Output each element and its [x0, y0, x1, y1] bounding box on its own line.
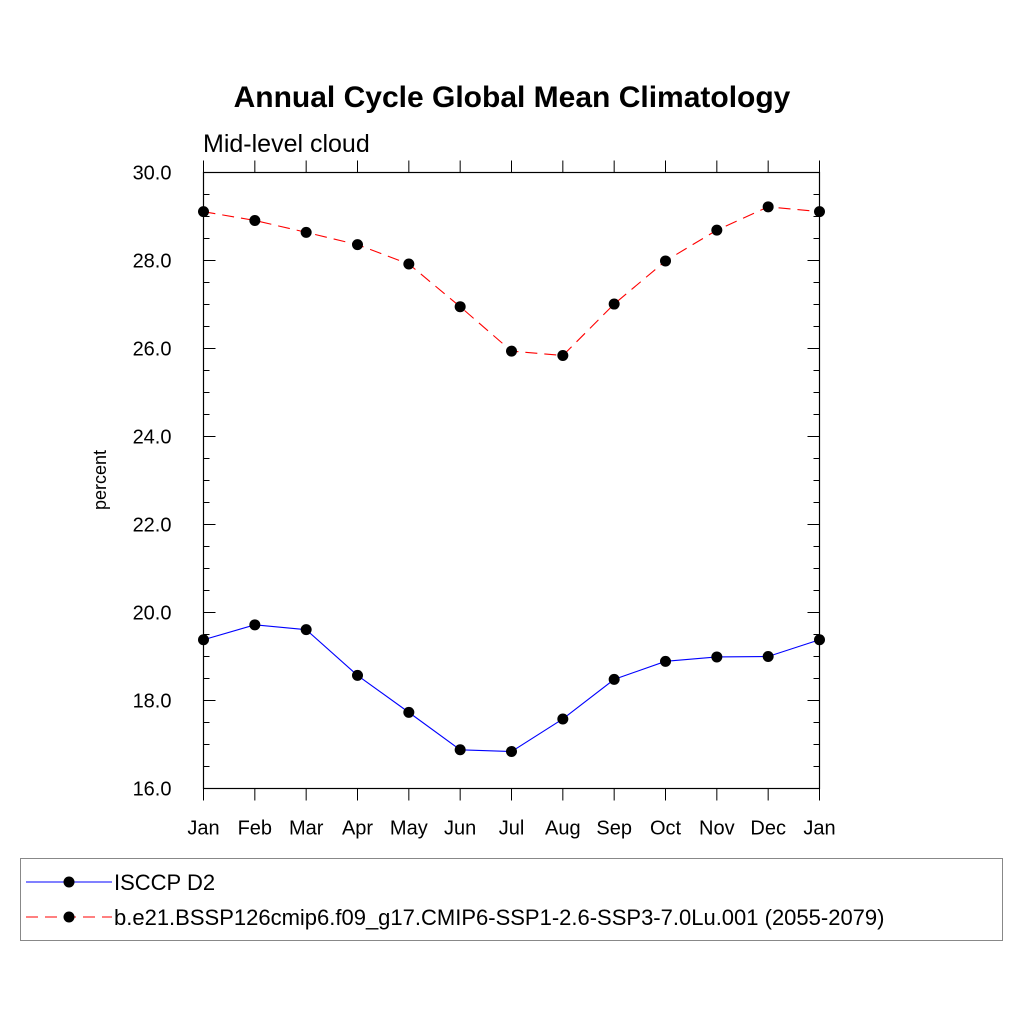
y-tick-label: 20.0: [133, 603, 172, 625]
x-tick-label: Dec: [750, 818, 786, 840]
x-tick-label: Jan: [803, 818, 835, 840]
legend-entry-1: ISCCP D2: [114, 870, 215, 895]
y-tick-label: 30.0: [133, 163, 172, 185]
x-tick-label: Jun: [444, 818, 476, 840]
series-2-point: [403, 258, 415, 270]
x-tick-label: Sep: [596, 818, 632, 840]
y-tick-label: 26.0: [133, 339, 172, 361]
series-1-point: [711, 651, 723, 663]
y-axis-label: percent: [90, 450, 110, 510]
series-2-point: [506, 345, 517, 357]
series-line-2: [203, 206, 820, 357]
series-2-point: [608, 298, 620, 310]
plot-area: [198, 201, 825, 758]
x-tick-label: May: [390, 818, 428, 840]
chart-title: Annual Cycle Global Mean Climatology: [234, 81, 791, 114]
y-tick-label: 16.0: [133, 779, 172, 801]
y-tick-label: 22.0: [133, 515, 172, 537]
y-tick-label: 28.0: [133, 251, 172, 273]
series-1-point: [249, 619, 261, 631]
series-1-point: [660, 655, 671, 667]
series-1-point: [403, 706, 415, 718]
legend-box: [20, 858, 1003, 941]
series-2-point: [557, 350, 569, 362]
axis-ticks: 16.0 18.0 20.0 22.0 24.0 26.0 28.0 30.0 Jan Feb Ma…: [133, 160, 836, 840]
series-1-point: [557, 713, 569, 725]
series-2-point: [454, 301, 466, 313]
legend-marker-1: [63, 876, 75, 888]
y-tick-label: 24.0: [133, 427, 172, 449]
series-1-point: [506, 746, 517, 758]
series-2-point: [711, 224, 723, 236]
legend-marker-2: [63, 911, 75, 923]
x-tick-label: Jan: [187, 818, 219, 840]
series-2-point: [762, 201, 774, 213]
x-tick-label: Nov: [699, 818, 735, 840]
series-1-point: [300, 624, 312, 636]
x-tick-label: Apr: [342, 818, 373, 840]
series-line-1: [203, 624, 820, 753]
series-2-point: [249, 214, 261, 226]
series-2-point: [352, 239, 363, 251]
x-tick-label: Aug: [545, 818, 581, 840]
x-tick-label: Mar: [289, 818, 324, 840]
x-tick-label: Feb: [238, 818, 272, 840]
series-1-point: [762, 651, 774, 662]
legend: ISCCP D2 b.e21.BSSP126cmip6.f09_g17.CMIP6…: [20, 858, 1003, 941]
x-tick-label: Jul: [499, 818, 525, 840]
series-2-point: [300, 226, 312, 238]
series-2-point: [660, 255, 671, 267]
series-1-point: [454, 744, 466, 756]
chart-subtitle: Mid-level cloud: [203, 130, 370, 158]
series-1-point: [352, 669, 363, 681]
x-tick-label: Oct: [650, 818, 682, 840]
plot-frame: [202, 171, 821, 790]
y-tick-label: 18.0: [133, 691, 172, 713]
series-1-point: [608, 673, 620, 685]
legend-entry-2: b.e21.BSSP126cmip6.f09_g17.CMIP6-SSP1-2.…: [114, 905, 884, 930]
